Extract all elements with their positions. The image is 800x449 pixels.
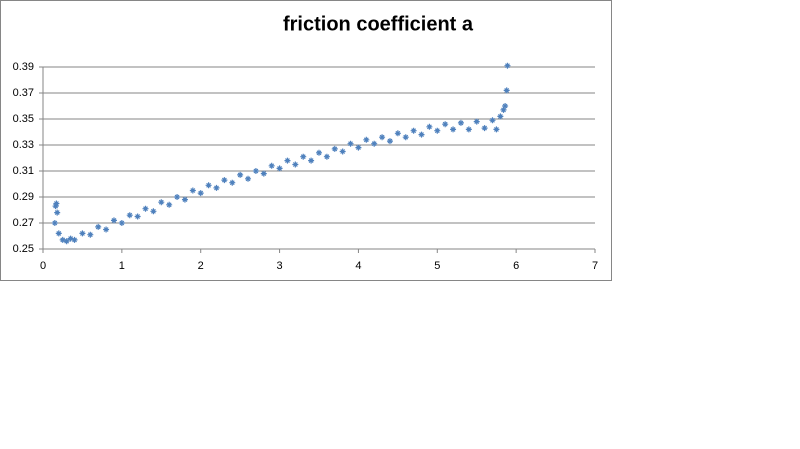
x-tick-label: 1 (119, 260, 125, 272)
data-point (110, 217, 117, 224)
x-tick-label: 5 (434, 260, 440, 272)
data-point (292, 161, 299, 168)
x-tick-label: 2 (198, 260, 204, 272)
data-point (489, 117, 496, 124)
y-tick-label: 0.25 (13, 243, 34, 255)
data-point (54, 209, 61, 216)
data-point (426, 123, 433, 130)
data-point (323, 153, 330, 160)
data-point (150, 208, 157, 215)
x-tick-label: 4 (355, 260, 361, 272)
data-point (189, 187, 196, 194)
data-point (450, 126, 457, 133)
data-point (410, 127, 417, 134)
data-point (158, 199, 165, 206)
data-point (95, 223, 102, 230)
y-tick-label: 0.29 (13, 191, 34, 203)
data-point (504, 62, 511, 69)
data-point (213, 184, 220, 191)
data-point (308, 157, 315, 164)
data-point (103, 226, 110, 233)
data-point (371, 140, 378, 147)
x-tick-label: 6 (513, 260, 519, 272)
data-point (503, 87, 510, 94)
chart-title: friction coefficient a (283, 13, 474, 35)
data-point (126, 212, 133, 219)
data-point (457, 119, 464, 126)
data-point (71, 236, 78, 243)
data-point (260, 170, 267, 177)
data-point (497, 113, 504, 120)
data-point (63, 238, 70, 245)
data-point (245, 175, 252, 182)
data-point (363, 136, 370, 143)
x-tick-label: 3 (277, 260, 283, 272)
y-tick-label: 0.37 (13, 87, 34, 99)
y-tick-label: 0.39 (13, 61, 34, 73)
data-point (166, 201, 173, 208)
chart-frame (0, 0, 612, 281)
data-point (284, 157, 291, 164)
data-point (205, 182, 212, 189)
data-point (276, 165, 283, 172)
y-tick-label: 0.31 (13, 165, 34, 177)
data-point (386, 138, 393, 145)
data-point (142, 205, 149, 212)
data-point (442, 121, 449, 128)
data-point (347, 140, 354, 147)
data-point (67, 235, 74, 242)
data-point (331, 145, 338, 152)
data-point (197, 190, 204, 197)
data-point (181, 196, 188, 203)
y-tick-label: 0.33 (13, 139, 34, 151)
data-point (52, 203, 59, 210)
data-point (339, 148, 346, 155)
data-point (394, 130, 401, 137)
data-point (229, 179, 236, 186)
data-point (500, 106, 507, 113)
data-point (379, 134, 386, 141)
data-point (237, 171, 244, 178)
data-point (134, 213, 141, 220)
data-point (300, 153, 307, 160)
data-point (402, 134, 409, 141)
data-point (174, 194, 181, 200)
data-point (79, 230, 86, 237)
data-point (493, 126, 500, 133)
y-tick-label: 0.35 (13, 113, 34, 125)
x-tick-label: 7 (592, 260, 598, 272)
data-point (355, 144, 362, 151)
data-point (53, 200, 60, 207)
data-point (465, 126, 472, 133)
data-point (434, 127, 441, 134)
y-tick-label: 0.27 (13, 217, 34, 229)
data-point (59, 236, 66, 243)
data-point (118, 220, 125, 226)
x-tick-label: 0 (40, 260, 46, 272)
data-point (418, 131, 425, 138)
data-point (473, 118, 480, 125)
data-point (502, 103, 509, 109)
data-point (316, 149, 322, 156)
data-point (55, 230, 62, 237)
data-point (87, 231, 94, 238)
data-point (252, 168, 259, 174)
data-point (268, 162, 275, 169)
data-point (481, 125, 488, 132)
data-point (221, 177, 228, 184)
data-point (51, 220, 58, 226)
